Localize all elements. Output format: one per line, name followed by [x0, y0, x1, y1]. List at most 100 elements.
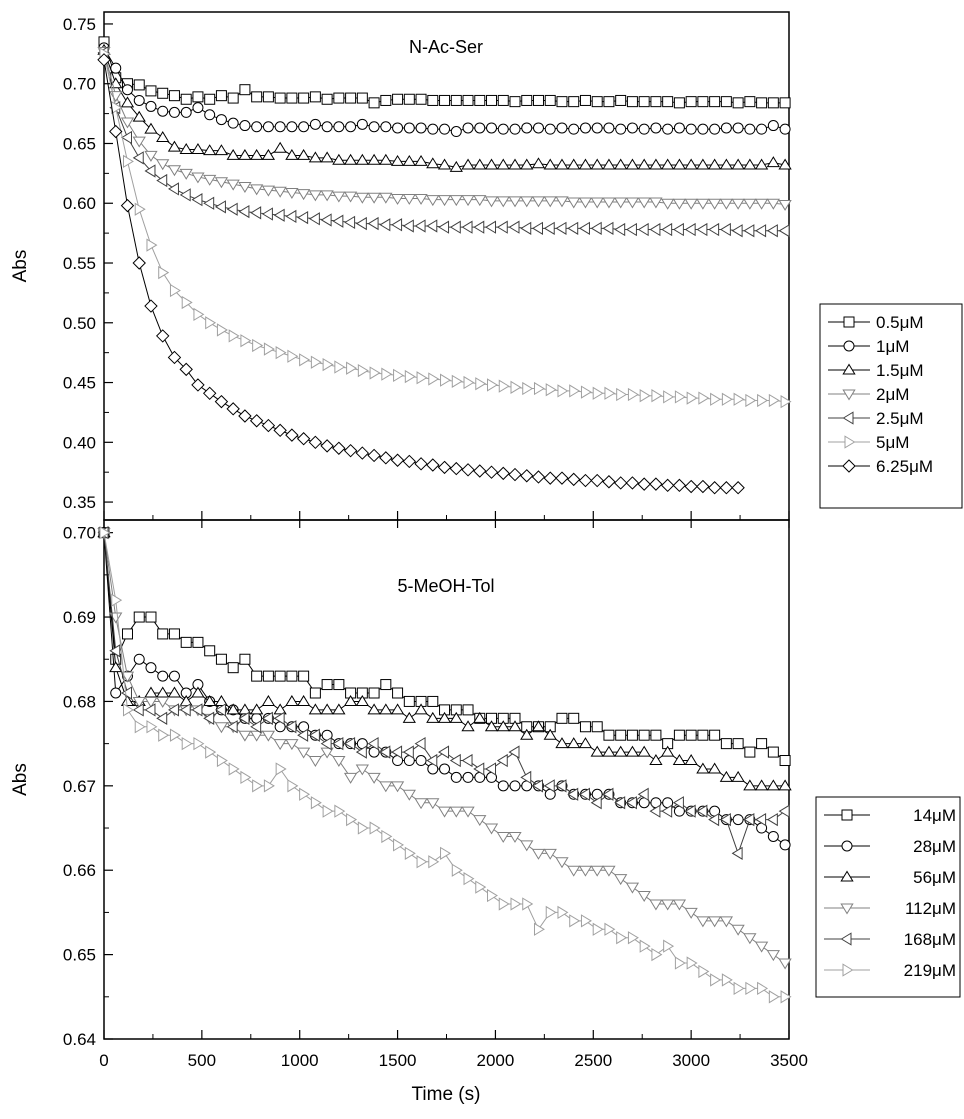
data-point — [696, 479, 710, 494]
data-point — [144, 164, 156, 178]
data-point — [697, 729, 709, 741]
data-point — [296, 148, 311, 160]
data-point — [367, 448, 381, 463]
y-tick-label: 0.69 — [63, 608, 96, 627]
data-point — [167, 140, 182, 152]
data-point — [520, 840, 534, 852]
data-point — [228, 329, 240, 343]
data-point — [707, 481, 722, 495]
legend-marker — [841, 809, 853, 821]
data-point — [614, 158, 628, 170]
data-point — [520, 196, 534, 208]
data-point — [426, 711, 440, 723]
data-point — [731, 481, 745, 495]
data-point — [649, 477, 663, 491]
data-point — [756, 97, 768, 109]
data-point — [250, 720, 262, 734]
plot-frame — [103, 519, 790, 1040]
data-point — [157, 105, 169, 117]
data-point — [521, 94, 533, 106]
data-point — [167, 350, 182, 365]
data-point — [215, 114, 227, 126]
data-point — [661, 158, 675, 170]
x-tick-label: 0 — [99, 1051, 108, 1070]
data-point — [402, 154, 416, 166]
data-point — [156, 711, 168, 725]
data-point — [133, 94, 145, 106]
data-point — [203, 694, 217, 706]
data-point — [710, 392, 722, 406]
data-point — [296, 189, 311, 201]
data-point — [346, 812, 358, 827]
data-point — [274, 670, 286, 682]
data-point — [661, 899, 675, 911]
data-point — [449, 220, 461, 234]
data-point — [474, 122, 486, 134]
data-point — [214, 200, 226, 214]
data-point — [144, 686, 158, 698]
data-point — [508, 720, 522, 732]
data-point — [603, 122, 615, 134]
data-point — [510, 897, 522, 911]
data-point — [602, 787, 614, 801]
data-point — [745, 981, 757, 996]
data-point — [322, 804, 334, 818]
data-point — [287, 779, 299, 793]
data-point — [308, 703, 323, 715]
data-point — [132, 703, 144, 717]
data-point — [696, 916, 710, 928]
data-point — [696, 222, 708, 237]
data-point — [463, 872, 475, 886]
data-point — [251, 121, 263, 133]
data-point — [156, 131, 170, 143]
data-point — [308, 728, 320, 742]
data-point — [179, 142, 193, 154]
data-point — [403, 93, 415, 105]
data-point — [238, 703, 252, 715]
x-tick-label: 3500 — [770, 1051, 808, 1070]
data-point — [214, 694, 229, 706]
data-point — [346, 361, 358, 375]
data-point — [450, 94, 462, 106]
data-point — [449, 711, 463, 723]
y-tick-label: 0.70 — [63, 75, 96, 94]
data-point — [332, 214, 344, 228]
data-point — [440, 373, 452, 387]
data-point — [590, 865, 604, 877]
data-point — [402, 454, 417, 469]
data-point — [602, 197, 616, 209]
data-point — [320, 703, 334, 715]
data-point — [626, 96, 638, 108]
data-point — [625, 158, 640, 170]
data-point — [555, 196, 569, 208]
data-point — [273, 186, 287, 198]
data-point — [332, 736, 344, 751]
data-point — [438, 745, 450, 759]
data-point — [449, 806, 463, 818]
data-point — [144, 122, 158, 134]
legend-label: 14μM — [913, 806, 956, 825]
data-point — [531, 157, 546, 169]
data-point — [660, 478, 675, 493]
data-point — [320, 213, 332, 227]
data-point — [661, 198, 675, 210]
data-point — [709, 123, 721, 135]
data-point — [662, 123, 674, 135]
data-point — [778, 779, 792, 791]
data-point — [754, 198, 769, 210]
data-point — [580, 914, 592, 928]
data-point — [332, 153, 346, 165]
data-point — [708, 222, 720, 237]
data-point — [320, 190, 334, 202]
data-point — [192, 91, 204, 103]
data-point — [614, 197, 628, 209]
data-point — [345, 121, 357, 133]
chart-panel-1: 0.35 0.40 0.45 0.50 0.55 0.60 0.65 0.70 0.75 N-Ac… — [10, 11, 963, 528]
data-point — [484, 158, 499, 170]
data-point — [707, 762, 722, 774]
data-point — [732, 814, 744, 826]
legend-marker — [844, 435, 856, 449]
data-point — [426, 157, 440, 169]
data-point — [567, 737, 581, 749]
legend-item: 5μM — [828, 433, 909, 452]
